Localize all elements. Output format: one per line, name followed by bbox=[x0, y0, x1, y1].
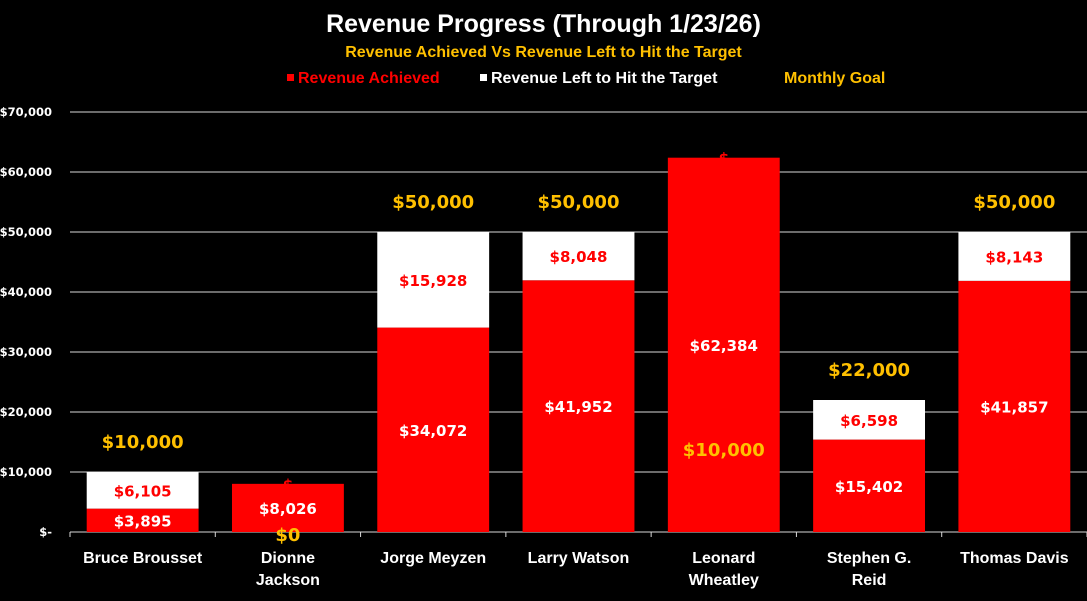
bar-revenue-achieved bbox=[958, 280, 1071, 532]
data-label-left: $ bbox=[283, 476, 293, 494]
x-category-label: Reid bbox=[852, 572, 887, 589]
data-label-achieved: $41,952 bbox=[544, 398, 612, 416]
y-tick-label: $- bbox=[39, 525, 52, 539]
legend-label-left: Revenue Left to Hit the Target bbox=[491, 70, 718, 87]
y-tick-label: $70,000 bbox=[0, 105, 52, 119]
x-category-label: Jackson bbox=[256, 572, 320, 589]
legend-label-goal: Monthly Goal bbox=[784, 70, 886, 87]
legend-item-achieved: Revenue Achieved bbox=[287, 70, 440, 88]
data-label-achieved: $3,895 bbox=[114, 512, 172, 530]
data-label-monthly-goal: $0 bbox=[275, 525, 300, 546]
data-label-left: $15,928 bbox=[399, 272, 467, 290]
bar-revenue-achieved bbox=[231, 483, 344, 532]
x-category-label: Leonard bbox=[692, 550, 755, 567]
chart-title: Revenue Progress (Through 1/23/26) bbox=[326, 10, 761, 38]
data-label-monthly-goal: $50,000 bbox=[973, 192, 1055, 213]
legend-label-achieved: Revenue Achieved bbox=[298, 70, 440, 87]
legend-item-left: Revenue Left to Hit the Target bbox=[480, 70, 717, 88]
data-label-achieved: $41,857 bbox=[980, 398, 1048, 416]
data-label-monthly-goal: $10,000 bbox=[683, 440, 765, 461]
data-label-left: $ bbox=[719, 150, 729, 168]
data-label-monthly-goal: $10,000 bbox=[102, 432, 184, 453]
x-category-label: Wheatley bbox=[689, 572, 759, 589]
bar-revenue-left bbox=[86, 472, 199, 509]
data-label-monthly-goal: $22,000 bbox=[828, 360, 910, 381]
x-category-label: Dionne bbox=[261, 550, 315, 567]
x-category-label: Bruce Brousset bbox=[83, 550, 203, 567]
x-category-label: Stephen G. bbox=[827, 550, 911, 567]
y-tick-label: $50,000 bbox=[0, 225, 52, 239]
data-label-left: $6,598 bbox=[840, 412, 898, 430]
legend-swatch-achieved bbox=[287, 74, 294, 81]
data-label-achieved: $15,402 bbox=[835, 478, 903, 496]
legend-swatch-left bbox=[480, 74, 487, 81]
y-tick-label: $10,000 bbox=[0, 465, 52, 479]
x-category-label: Thomas Davis bbox=[960, 550, 1069, 567]
data-label-left: $8,048 bbox=[550, 248, 608, 266]
data-label-monthly-goal: $50,000 bbox=[538, 192, 620, 213]
legend-item-goal: Monthly Goal bbox=[784, 70, 885, 88]
data-label-monthly-goal: $50,000 bbox=[392, 192, 474, 213]
bar-revenue-left bbox=[958, 232, 1071, 281]
bar-revenue-achieved bbox=[377, 327, 490, 532]
bar-revenue-left bbox=[522, 232, 635, 281]
data-label-achieved: $62,384 bbox=[690, 337, 758, 355]
bar-revenue-achieved bbox=[813, 439, 926, 532]
data-label-achieved: $34,072 bbox=[399, 422, 467, 440]
bar-revenue-left bbox=[377, 232, 490, 328]
y-tick-label: $40,000 bbox=[0, 285, 52, 299]
data-label-left: $6,105 bbox=[114, 482, 172, 500]
chart-subtitle: Revenue Achieved Vs Revenue Left to Hit … bbox=[345, 44, 742, 61]
y-tick-label: $60,000 bbox=[0, 165, 52, 179]
data-label-left: $8,143 bbox=[985, 248, 1043, 266]
bar-revenue-achieved bbox=[522, 280, 635, 532]
data-label-achieved: $8,026 bbox=[259, 500, 317, 518]
bar-revenue-achieved bbox=[86, 508, 199, 532]
y-tick-label: $20,000 bbox=[0, 405, 52, 419]
x-category-label: Jorge Meyzen bbox=[380, 550, 486, 567]
bar-revenue-left bbox=[813, 400, 926, 440]
legend: Revenue Achieved Revenue Left to Hit the… bbox=[0, 70, 1087, 90]
y-tick-label: $30,000 bbox=[0, 345, 52, 359]
bar-revenue-achieved bbox=[667, 157, 780, 533]
x-category-label: Larry Watson bbox=[528, 550, 630, 567]
